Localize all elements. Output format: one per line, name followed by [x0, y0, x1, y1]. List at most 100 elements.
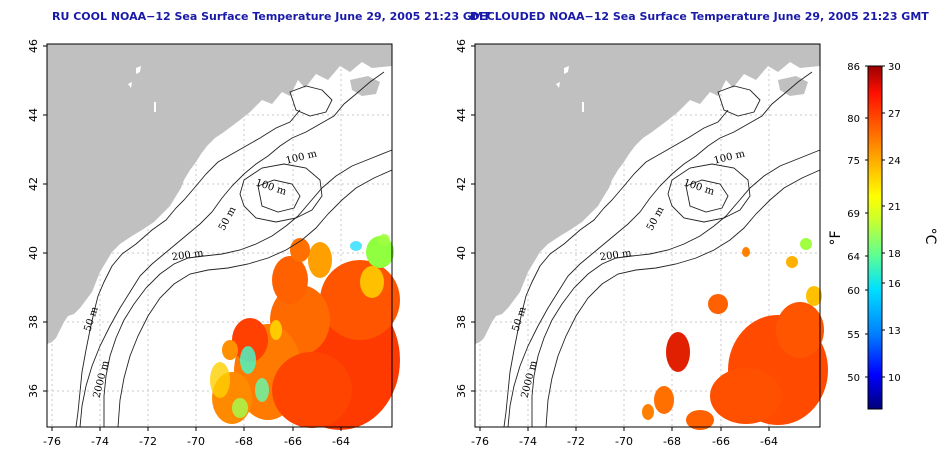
sst-patch: [350, 241, 362, 251]
celsius-tick-label: 18: [888, 249, 901, 260]
sst-patch: [240, 346, 256, 374]
bank-contour: [257, 179, 301, 213]
fahrenheit-tick-label: 50: [847, 373, 860, 384]
longitude-tick-label: -70: [615, 435, 633, 448]
lake: [128, 82, 132, 88]
bank-contour: [717, 85, 761, 117]
longitude-tick-label: -64: [760, 435, 778, 448]
sst-patch: [255, 378, 269, 402]
latitude-tick-label: 36: [27, 384, 40, 398]
depth-contour: [507, 71, 813, 428]
latitude-tick-label: 46: [27, 39, 40, 53]
bank-contour: [239, 163, 323, 223]
colorbar-gradient: [867, 65, 883, 410]
fahrenheit-tick-label: 69: [847, 209, 860, 220]
sst-patch: [708, 294, 728, 314]
latitude-tick-label: 46: [455, 39, 468, 53]
sst-patch: [360, 266, 384, 298]
longitude-tick-label: -70: [187, 435, 205, 448]
bank-contour: [289, 85, 333, 117]
longitude-tick-label: -74: [519, 435, 537, 448]
depth-contour: [545, 169, 821, 428]
latitude-tick-label: 42: [455, 177, 468, 191]
longitude-tick-label: -66: [712, 435, 730, 448]
longitude-tick-label: -72: [567, 435, 585, 448]
depth-contour: [103, 149, 393, 427]
right-map-title: DECLOUDED NOAA−12 Sea Surface Temperatur…: [470, 10, 929, 23]
latitude-tick-label: 40: [27, 246, 40, 260]
sst-data-layer: [65, 234, 400, 430]
fahrenheit-tick-label: 75: [847, 156, 860, 167]
celsius-tick-label: 27: [888, 109, 901, 120]
sst-patch: [272, 256, 308, 304]
sst-patch: [786, 256, 798, 268]
temperature-colorbar: 86 80 75 69 64 60 55 50 30 27 24 21 18 16 13 10 °F °C: [828, 62, 938, 410]
contour-label: 200 m: [599, 248, 632, 263]
fahrenheit-tick-label: 86: [847, 62, 860, 73]
latitude-tick-label: 44: [455, 108, 468, 122]
longitude-tick-label: -64: [332, 435, 350, 448]
left-map-title: RU COOL NOAA−12 Sea Surface Temperature …: [52, 10, 491, 23]
fahrenheit-unit-label: °F: [828, 230, 844, 245]
land-mass: [475, 44, 820, 344]
longitude-tick-label: -68: [235, 435, 253, 448]
bathymetry-contours: [503, 71, 821, 428]
sst-data-layer: [642, 238, 828, 430]
depth-contour: [75, 109, 301, 428]
sst-patch: [776, 302, 824, 358]
sst-patch: [232, 318, 268, 362]
longitude-tick-label: -76: [43, 435, 61, 448]
depth-contour: [503, 109, 729, 428]
celsius-tick-label: 16: [888, 279, 901, 290]
bank-contour: [685, 179, 729, 213]
sst-patch: [222, 340, 238, 360]
map-frame: [474, 43, 821, 428]
lake: [556, 82, 560, 88]
celsius-tick-label: 30: [888, 62, 901, 73]
sst-patch: [742, 247, 750, 257]
lake: [136, 66, 141, 74]
sst-patch: [642, 404, 654, 420]
sst-patch: [806, 286, 822, 306]
latitude-tick-label: 36: [455, 384, 468, 398]
sst-patch: [710, 368, 782, 424]
celsius-tick-label: 13: [888, 326, 901, 337]
sst-patch: [654, 386, 674, 414]
latitude-tick-label: 42: [27, 177, 40, 191]
latitude-tick-label: 38: [27, 315, 40, 329]
sst-patch: [320, 260, 400, 340]
fahrenheit-tick-label: 64: [847, 252, 860, 263]
fahrenheit-tick-label: 60: [847, 286, 860, 297]
celsius-unit-label: °C: [922, 228, 938, 245]
sst-patch: [232, 398, 248, 418]
depth-contour: [531, 149, 821, 427]
celsius-tick-label: 10: [888, 373, 901, 384]
sst-patch: [308, 242, 332, 278]
sst-patch: [686, 410, 714, 430]
longitude-tick-label: -68: [663, 435, 681, 448]
lake: [154, 102, 156, 112]
longitude-tick-label: -66: [284, 435, 302, 448]
contour-label: 200 m: [171, 248, 204, 263]
sst-patch: [210, 362, 230, 398]
latitude-tick-label: 38: [455, 315, 468, 329]
lake: [564, 66, 569, 74]
sst-patch: [270, 320, 282, 340]
sst-patch: [800, 238, 812, 250]
fahrenheit-tick-label: 55: [847, 330, 860, 341]
celsius-tick-label: 21: [888, 202, 901, 213]
longitude-tick-label: -72: [139, 435, 157, 448]
depth-contour: [79, 71, 385, 428]
sst-patch: [378, 234, 390, 246]
sst-patch: [272, 352, 352, 428]
map-frame: [46, 43, 393, 428]
land-mass: [47, 44, 392, 344]
sst-patch: [666, 332, 690, 372]
bathymetry-contours: [75, 71, 393, 428]
bank-contour: [667, 163, 751, 223]
latitude-tick-label: 40: [455, 246, 468, 260]
celsius-tick-label: 24: [888, 156, 901, 167]
